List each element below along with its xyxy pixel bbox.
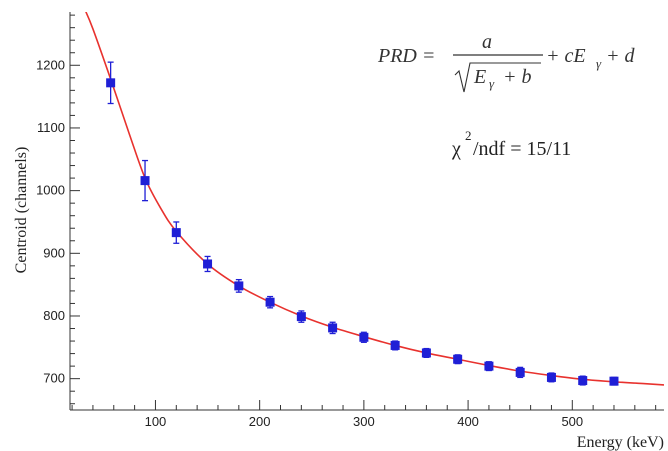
x-tick-label: 500 bbox=[561, 414, 583, 429]
data-point bbox=[140, 176, 150, 186]
y-tick-label: 700 bbox=[43, 371, 65, 386]
fit-formula: PRD = a E γ + b + cE γ + d bbox=[377, 31, 635, 93]
data-point-group bbox=[546, 372, 556, 383]
data-point-group bbox=[390, 340, 400, 351]
formula-rhs: + cE bbox=[546, 45, 586, 67]
data-point bbox=[484, 361, 494, 371]
data-point-group bbox=[515, 366, 525, 379]
formula-denominator-sub: γ bbox=[489, 76, 495, 91]
data-point bbox=[203, 259, 213, 269]
formula-lhs: PRD = bbox=[377, 45, 435, 67]
data-point-group bbox=[140, 159, 150, 202]
x-tick-label: 200 bbox=[249, 414, 271, 429]
data-point bbox=[265, 297, 275, 307]
chi-square-label: χ 2 /ndf = 15/11 bbox=[451, 128, 571, 160]
data-point-group bbox=[578, 375, 588, 386]
data-point-group bbox=[328, 321, 338, 335]
data-point bbox=[390, 340, 400, 350]
y-tick-label: 1100 bbox=[37, 120, 65, 135]
formula-rhs-tail: + d bbox=[606, 45, 635, 67]
data-point-group bbox=[265, 295, 275, 309]
data-point bbox=[546, 372, 556, 382]
data-point-group bbox=[421, 347, 431, 359]
formula-rhs-sub: γ bbox=[596, 56, 602, 71]
y-tick-label: 900 bbox=[43, 245, 65, 260]
y-tick-label: 1000 bbox=[36, 183, 65, 198]
data-point-group bbox=[484, 361, 494, 372]
data-point bbox=[609, 376, 619, 386]
data-point-group bbox=[234, 278, 244, 293]
data-point bbox=[359, 332, 369, 342]
data-point-group bbox=[171, 221, 181, 244]
data-point bbox=[421, 348, 431, 358]
formula-numerator: a bbox=[482, 31, 492, 53]
x-tick-label: 300 bbox=[353, 414, 375, 429]
chi-text: /ndf = 15/11 bbox=[473, 138, 571, 160]
chi-power: 2 bbox=[465, 128, 472, 143]
data-point-group bbox=[609, 376, 619, 386]
y-tick-label: 800 bbox=[43, 308, 65, 323]
data-point bbox=[515, 367, 525, 377]
y-axis-title: Centroid (channels) bbox=[13, 147, 30, 274]
data-point-group bbox=[359, 331, 369, 343]
x-tick-label: 400 bbox=[457, 414, 479, 429]
data-point-group bbox=[296, 310, 306, 323]
data-point bbox=[578, 376, 588, 386]
x-axis-title: Energy (keV) bbox=[577, 434, 664, 451]
chi-symbol: χ bbox=[451, 138, 461, 160]
data-points-layer bbox=[106, 61, 619, 386]
data-point bbox=[296, 312, 306, 322]
data-point-group bbox=[106, 61, 116, 105]
data-point bbox=[171, 228, 181, 238]
data-point-group bbox=[453, 354, 463, 365]
data-point bbox=[106, 78, 116, 88]
axes-layer: 700 800 900 1000 1100 1200 100 200 300 400 500 bbox=[36, 12, 664, 429]
data-point bbox=[453, 354, 463, 364]
formula-denominator: E bbox=[473, 66, 486, 88]
x-tick-label: 100 bbox=[145, 414, 167, 429]
data-point-group bbox=[203, 255, 213, 273]
formula-denominator-tail: + b bbox=[503, 66, 532, 88]
sqrt-sign bbox=[454, 62, 541, 93]
data-point bbox=[328, 323, 338, 333]
data-point bbox=[234, 281, 244, 291]
y-tick-label: 1200 bbox=[36, 57, 65, 72]
